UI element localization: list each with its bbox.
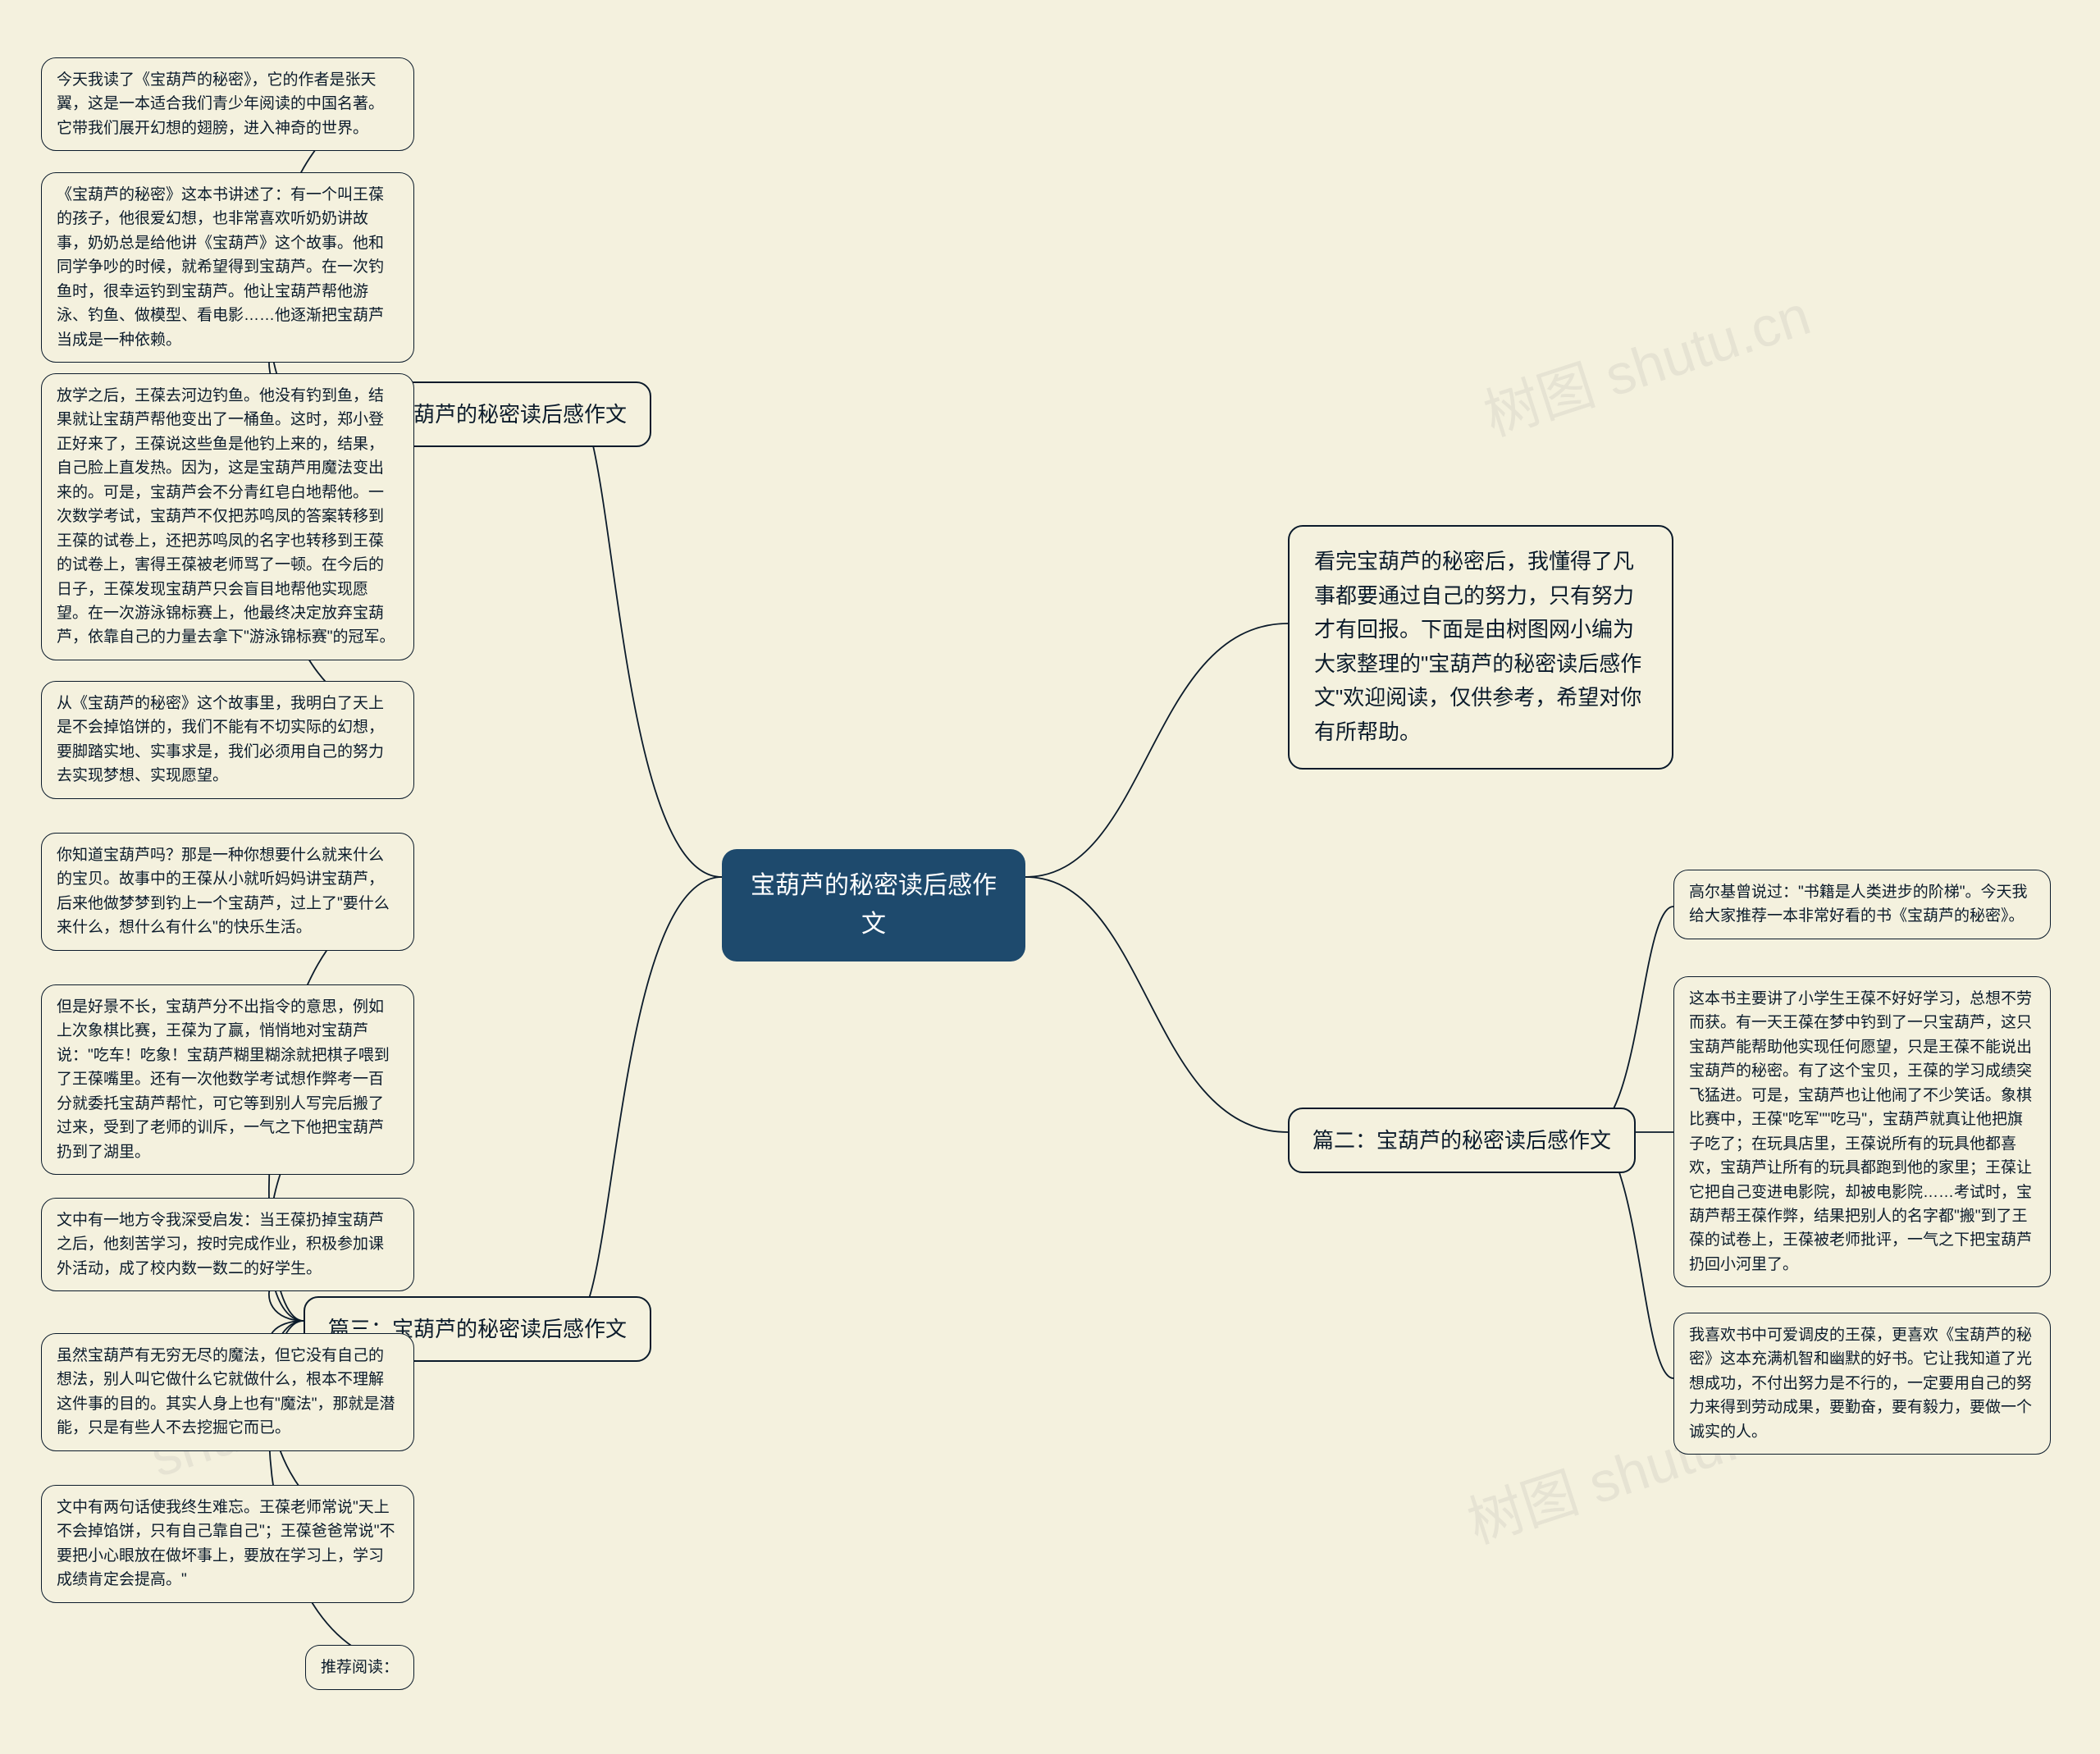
leaf-text: 文中有一地方令我深受启发：当王葆扔掉宝葫芦之后，他刻苦学习，按时完成作业，积极参… (57, 1212, 384, 1277)
section-1-leaf: 《宝葫芦的秘密》这本书讲述了：有一个叫王葆的孩子，他很爱幻想，也非常喜欢听奶奶讲… (41, 172, 414, 363)
leaf-text: 这本书主要讲了小学生王葆不好好学习，总想不劳而获。有一天王葆在梦中钓到了一只宝葫… (1689, 990, 2032, 1273)
section-3-leaf: 文中有两句话使我终生难忘。王葆老师常说"天上不会掉馅饼，只有自己靠自己"；王葆爸… (41, 1485, 414, 1603)
leaf-text: 我喜欢书中可爱调皮的王葆，更喜欢《宝葫芦的秘密》这本充满机智和幽默的好书。它让我… (1689, 1327, 2032, 1441)
section-3-leaf: 你知道宝葫芦吗？那是一种你想要什么就来什么的宝贝。故事中的王葆从小就听妈妈讲宝葫… (41, 833, 414, 951)
section-1-leaf: 今天我读了《宝葫芦的秘密》，它的作者是张天翼，这是一本适合我们青少年阅读的中国名… (41, 57, 414, 151)
leaf-text: 但是好景不长，宝葫芦分不出指令的意思，例如上次象棋比赛，王葆为了赢，悄悄地对宝葫… (57, 998, 390, 1161)
section-2-label: 篇二：宝葫芦的秘密读后感作文 (1312, 1128, 1611, 1153)
section-3-leaf: 但是好景不长，宝葫芦分不出指令的意思，例如上次象棋比赛，王葆为了赢，悄悄地对宝葫… (41, 984, 414, 1175)
leaf-text: 高尔基曾说过："书籍是人类进步的阶梯"。今天我给大家推荐一本非常好看的书《宝葫芦… (1689, 884, 2028, 925)
intro-text: 看完宝葫芦的秘密后，我懂得了凡事都要通过自己的努力，只有努力才有回报。下面是由树… (1314, 549, 1641, 744)
center-title: 宝葫芦的秘密读后感作文 (751, 872, 997, 938)
section-3-leaf: 文中有一地方令我深受启发：当王葆扔掉宝葫芦之后，他刻苦学习，按时完成作业，积极参… (41, 1198, 414, 1291)
leaf-text: 从《宝葫芦的秘密》这个故事里，我明白了天上是不会掉馅饼的，我们不能有不切实际的幻… (57, 695, 384, 784)
leaf-text: 放学之后，王葆去河边钓鱼。他没有钓到鱼，结果就让宝葫芦帮他变出了一桶鱼。这时，郑… (57, 387, 395, 646)
leaf-text: 推荐阅读： (321, 1659, 399, 1676)
section-3-leaf: 推荐阅读： (305, 1645, 414, 1690)
leaf-text: 文中有两句话使我终生难忘。王葆老师常说"天上不会掉馅饼，只有自己靠自己"；王葆爸… (57, 1499, 395, 1588)
section-2-leaf: 我喜欢书中可爱调皮的王葆，更喜欢《宝葫芦的秘密》这本充满机智和幽默的好书。它让我… (1673, 1313, 2051, 1455)
leaf-text: 虽然宝葫芦有无穷无尽的魔法，但它没有自己的想法，别人叫它做什么它就做什么，根本不… (57, 1347, 395, 1437)
leaf-text: 你知道宝葫芦吗？那是一种你想要什么就来什么的宝贝。故事中的王葆从小就听妈妈讲宝葫… (57, 847, 390, 936)
watermark: 树图 shutu.cn (1472, 270, 1819, 451)
center-node: 宝葫芦的秘密读后感作文 (722, 849, 1025, 962)
section-2-leaf: 这本书主要讲了小学生王葆不好好学习，总想不劳而获。有一天王葆在梦中钓到了一只宝葫… (1673, 976, 2051, 1287)
section-3-leaf: 虽然宝葫芦有无穷无尽的魔法，但它没有自己的想法，别人叫它做什么它就做什么，根本不… (41, 1333, 414, 1451)
section-1-leaf: 从《宝葫芦的秘密》这个故事里，我明白了天上是不会掉馅饼的，我们不能有不切实际的幻… (41, 681, 414, 799)
section-1-leaf: 放学之后，王葆去河边钓鱼。他没有钓到鱼，结果就让宝葫芦帮他变出了一桶鱼。这时，郑… (41, 373, 414, 660)
section-2-leaf: 高尔基曾说过："书籍是人类进步的阶梯"。今天我给大家推荐一本非常好看的书《宝葫芦… (1673, 870, 2051, 939)
section-2-title: 篇二：宝葫芦的秘密读后感作文 (1288, 1108, 1636, 1173)
leaf-text: 《宝葫芦的秘密》这本书讲述了：有一个叫王葆的孩子，他很爱幻想，也非常喜欢听奶奶讲… (57, 186, 384, 349)
leaf-text: 今天我读了《宝葫芦的秘密》，它的作者是张天翼，这是一本适合我们青少年阅读的中国名… (57, 71, 384, 137)
intro-node: 看完宝葫芦的秘密后，我懂得了凡事都要通过自己的努力，只有努力才有回报。下面是由树… (1288, 525, 1673, 770)
